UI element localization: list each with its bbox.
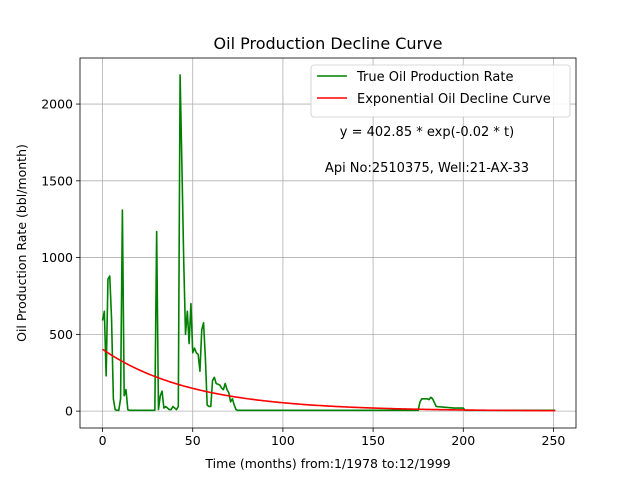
- y-tick-label: 500: [49, 327, 73, 342]
- grid: [80, 58, 576, 428]
- series-true-production-rate: [101, 74, 556, 412]
- y-tick-label: 1000: [41, 250, 73, 265]
- annotation-equation: y = 402.85 * exp(-0.02 * t): [340, 125, 514, 140]
- y-axis-label: Oil Production Rate (bbl/month): [14, 144, 29, 342]
- series-exponential-decline-curve: [102, 348, 556, 412]
- x-tick-label: 250: [542, 433, 566, 448]
- x-axis-label: Time (months) from:1/1978 to:12/1999: [204, 456, 450, 471]
- y-tick-label: 2000: [41, 97, 73, 112]
- chart-title: Oil Production Decline Curve: [214, 34, 443, 53]
- x-tick-label: 0: [99, 433, 107, 448]
- annotation-well-info: Api No:2510375, Well:21-AX-33: [325, 161, 529, 176]
- axes-frame: [79, 57, 577, 429]
- legend-label-decline-curve: Exponential Oil Decline Curve: [357, 92, 551, 107]
- plot-area: [101, 74, 556, 412]
- x-tick-label: 50: [185, 433, 201, 448]
- legend: True Oil Production Rate Exponential Oil…: [310, 64, 571, 118]
- y-tick-label: 0: [65, 404, 73, 419]
- y-tick-label: 1500: [41, 173, 73, 188]
- ticks: 0 50 100 150 200 250 0 500 1000 1500 2000: [41, 97, 565, 448]
- x-tick-label: 200: [451, 433, 475, 448]
- legend-label-true-rate: True Oil Production Rate: [356, 70, 513, 85]
- legend-box: [310, 64, 571, 118]
- x-tick-label: 100: [271, 433, 295, 448]
- x-tick-label: 150: [361, 433, 385, 448]
